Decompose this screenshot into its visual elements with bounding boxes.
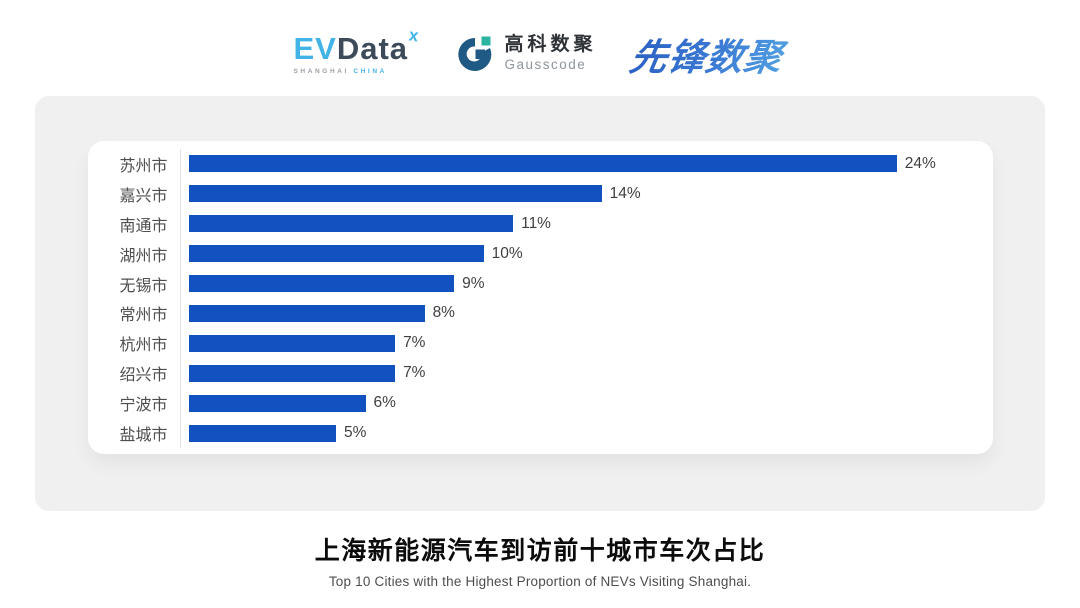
bar-track: 14% [179, 178, 971, 209]
bar-value-label: 7% [403, 364, 426, 382]
chart-bar [188, 275, 455, 293]
footer: 上海新能源汽车到访前十城市车次占比 Top 10 Cities with the… [0, 531, 1080, 589]
chart-bar [188, 394, 366, 412]
bar-value-label: 11% [521, 214, 551, 232]
chart-card: 苏州市 24% 嘉兴市 14% 南通市 11% 湖州市 10% 无锡市 9% 常州市 8% 杭州市 7% 绍… [87, 141, 993, 454]
page-title: 上海新能源汽车到访前十城市车次占比 [314, 537, 766, 565]
chart-panel: 苏州市 24% 嘉兴市 14% 南通市 11% 湖州市 10% 无锡市 9% 常州市 8% 杭州市 7% 绍… [35, 96, 1045, 511]
evdata-data-text: Data [336, 30, 409, 66]
chart-row: 盐城市 5% [108, 418, 971, 449]
chart-bar [188, 334, 396, 352]
bar-track: 7% [179, 328, 971, 359]
city-label: 无锡市 [119, 277, 168, 295]
chart-bar [188, 424, 337, 442]
gausscode-text-block: 高科数聚 Gausscode [504, 34, 597, 73]
city-label: 南通市 [119, 217, 168, 235]
bar-value-label: 24% [904, 154, 936, 172]
bar-track: 6% [179, 388, 971, 419]
chart-row: 苏州市 24% [108, 149, 971, 179]
header: EV Data x SHANGHAI CHINA 高科数聚 Gausscode 先锋… [0, 0, 1080, 96]
bar-chart: 苏州市 24% 嘉兴市 14% 南通市 11% 湖州市 10% 无锡市 9% 常州市 8% 杭州市 7% 绍… [108, 149, 971, 449]
bar-track: 24% [179, 149, 971, 179]
bar-value-label: 8% [432, 304, 455, 322]
bar-value-label: 5% [344, 424, 367, 442]
page-subtitle: Top 10 Cities with the Highest Proportio… [328, 574, 752, 589]
bar-track: 11% [179, 208, 971, 239]
bar-track: 5% [179, 418, 971, 449]
chart-bar [188, 185, 602, 203]
chart-bar [188, 215, 514, 233]
evdata-ev-text: EV [293, 30, 337, 66]
chart-bar [188, 245, 484, 263]
evdata-wordmark: EV Data x [293, 25, 420, 66]
city-label: 苏州市 [119, 157, 168, 175]
gausscode-en-name: Gausscode [504, 57, 587, 73]
chart-bar [188, 155, 897, 173]
city-label: 宁波市 [119, 397, 168, 415]
chart-row: 嘉兴市 14% [108, 178, 971, 209]
bar-track: 10% [179, 238, 971, 269]
city-label: 常州市 [119, 307, 168, 325]
chart-row: 杭州市 7% [108, 328, 971, 359]
city-label: 嘉兴市 [119, 187, 168, 205]
evdata-shanghai-text: SHANGHAI [293, 67, 349, 75]
bar-value-label: 9% [462, 274, 485, 292]
evdata-logo: EV Data x SHANGHAI CHINA [293, 25, 420, 76]
chart-row: 湖州市 10% [108, 238, 971, 269]
evdata-x-icon: x [407, 25, 421, 46]
bar-value-label: 10% [491, 244, 523, 262]
evdata-subline: SHANGHAI CHINA [293, 67, 419, 76]
bar-value-label: 14% [609, 184, 641, 202]
chart-row: 宁波市 6% [108, 388, 971, 419]
city-label: 绍兴市 [119, 367, 168, 385]
bar-value-label: 6% [373, 394, 396, 412]
city-label: 湖州市 [119, 247, 168, 265]
evdata-china-text: CHINA [353, 67, 387, 75]
chart-row: 无锡市 9% [108, 268, 971, 299]
bar-value-label: 7% [403, 334, 426, 352]
bar-track: 8% [179, 298, 971, 329]
pioneer-shuju-logo: 先锋数聚 [626, 27, 792, 81]
bar-track: 9% [179, 268, 971, 299]
chart-row: 绍兴市 7% [108, 358, 971, 389]
gausscode-logo: 高科数聚 Gausscode [454, 33, 597, 75]
bar-track: 7% [179, 358, 971, 389]
chart-bar [188, 364, 396, 382]
gausscode-g-icon [454, 33, 496, 75]
gausscode-cn-name: 高科数聚 [504, 34, 597, 56]
city-label: 杭州市 [119, 337, 168, 355]
chart-row: 常州市 8% [108, 298, 971, 329]
chart-bar [188, 304, 425, 322]
chart-row: 南通市 11% [108, 208, 971, 239]
city-label: 盐城市 [119, 427, 168, 445]
